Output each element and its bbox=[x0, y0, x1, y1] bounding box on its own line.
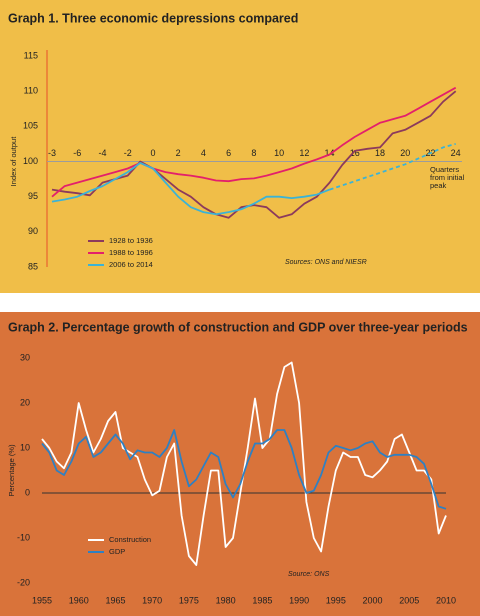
chart-title: Graph 1. Three economic depressions comp… bbox=[8, 11, 298, 25]
annotation: peak bbox=[430, 181, 447, 190]
x-tick-label: 1985 bbox=[252, 595, 272, 605]
x-tick-label: 1975 bbox=[179, 595, 199, 605]
y-tick-label: -20 bbox=[17, 577, 30, 587]
gap bbox=[0, 293, 480, 312]
x-tick-label: -2 bbox=[124, 148, 132, 158]
y-tick-label: 30 bbox=[20, 352, 30, 362]
y-tick-label: 115 bbox=[24, 50, 38, 60]
x-tick-label: -6 bbox=[73, 148, 81, 158]
x-tick-label: 24 bbox=[451, 148, 461, 158]
series-line bbox=[51, 86, 457, 198]
y-axis-label: Percentage (%) bbox=[7, 444, 16, 497]
x-tick-label: 1970 bbox=[142, 595, 162, 605]
x-tick-label: 12 bbox=[299, 148, 309, 158]
x-tick-label: 18 bbox=[375, 148, 385, 158]
x-tick-label: 4 bbox=[201, 148, 206, 158]
x-tick-label: 1960 bbox=[69, 595, 89, 605]
series-line bbox=[329, 143, 456, 191]
legend-label: 2006 to 2014 bbox=[109, 260, 153, 269]
x-tick-label: 2 bbox=[176, 148, 181, 158]
y-tick-label: 105 bbox=[23, 121, 38, 131]
y-tick-label: -10 bbox=[17, 532, 30, 542]
x-tick-label: 1965 bbox=[105, 595, 125, 605]
x-tick-label: 14 bbox=[325, 148, 335, 158]
source: Source: ONS bbox=[288, 571, 330, 578]
annotation: Quarters bbox=[430, 165, 459, 174]
x-tick-label: 16 bbox=[350, 148, 360, 158]
y-axis-label: Index of output bbox=[9, 136, 18, 187]
x-tick-label: 2010 bbox=[436, 595, 456, 605]
x-tick-label: 1990 bbox=[289, 595, 309, 605]
x-tick-label: 0 bbox=[150, 148, 155, 158]
legend-label: 1988 to 1996 bbox=[109, 248, 153, 257]
legend-label: 1928 to 1936 bbox=[109, 236, 153, 245]
series-line bbox=[51, 90, 457, 219]
y-tick-label: 85 bbox=[28, 261, 38, 271]
x-tick-label: 20 bbox=[400, 148, 410, 158]
y-tick-label: 20 bbox=[20, 397, 30, 407]
x-tick-label: 10 bbox=[274, 148, 284, 158]
x-tick-label: -3 bbox=[48, 148, 56, 158]
x-tick-label: 1980 bbox=[216, 595, 236, 605]
x-tick-label: 1955 bbox=[32, 595, 52, 605]
legend-label: GDP bbox=[109, 547, 125, 556]
y-tick-label: 100 bbox=[23, 156, 38, 166]
panel-2 bbox=[0, 312, 480, 616]
annotation: from initial bbox=[430, 173, 465, 182]
chart-title: Graph 2. Percentage growth of constructi… bbox=[8, 320, 468, 334]
y-tick-label: 0 bbox=[25, 487, 30, 497]
y-tick-label: 110 bbox=[24, 86, 38, 96]
y-tick-label: 95 bbox=[28, 191, 38, 201]
legend-label: Construction bbox=[109, 535, 151, 544]
x-tick-label: -4 bbox=[98, 148, 106, 158]
x-tick-label: 6 bbox=[226, 148, 231, 158]
source: Sources: ONS and NIESR bbox=[285, 259, 367, 266]
x-tick-label: 2000 bbox=[363, 595, 383, 605]
y-tick-label: 90 bbox=[28, 226, 38, 236]
x-tick-label: 8 bbox=[251, 148, 256, 158]
panel-1 bbox=[0, 0, 480, 293]
series-line bbox=[41, 429, 447, 510]
x-tick-label: 2005 bbox=[399, 595, 419, 605]
x-tick-label: 1995 bbox=[326, 595, 346, 605]
series-line bbox=[51, 162, 330, 216]
y-tick-label: 10 bbox=[20, 442, 30, 452]
